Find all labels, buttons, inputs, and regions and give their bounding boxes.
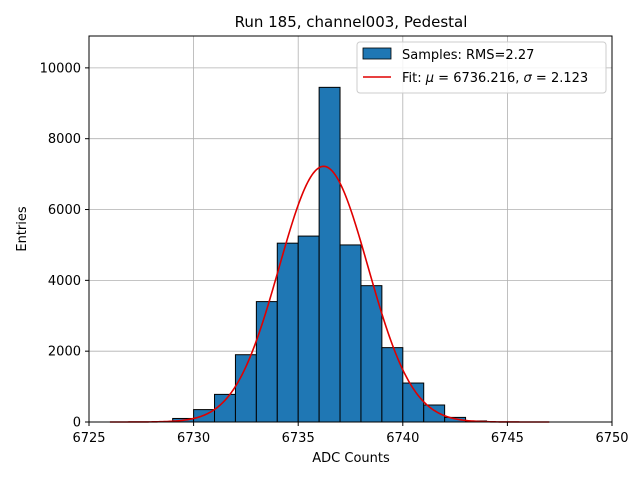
legend-samples-label: Samples: RMS=2.27 [402, 48, 534, 63]
x-tick-label: 6740 [386, 431, 419, 446]
mu-equals: = [434, 71, 453, 86]
histogram-bar [381, 347, 404, 423]
legend-fit-mu: 6736.216 [453, 71, 515, 86]
x-axis-ticks: 6725 6730 6735 6740 6745 6750 [72, 422, 629, 446]
y-tick-label: 2000 [48, 345, 81, 360]
y-tick-label: 8000 [48, 132, 81, 147]
histogram-bar [297, 235, 320, 423]
x-tick-label: 6725 [72, 431, 105, 446]
y-tick-label: 4000 [48, 274, 81, 289]
legend-samples-swatch [362, 47, 392, 60]
y-axis-ticks: 0 2000 4000 6000 8000 10000 [40, 61, 89, 431]
legend-box [356, 41, 607, 94]
histogram-bars [172, 86, 487, 423]
sigma-symbol: σ [524, 71, 533, 86]
histogram-bar [423, 404, 446, 423]
mu-symbol: μ [425, 71, 434, 86]
histogram-bar [255, 301, 278, 423]
legend-fit-separator: , [515, 71, 523, 86]
legend: Samples: RMS=2.27 Fit: μ = 6736.216, σ =… [356, 41, 607, 94]
x-axis-label: ADC Counts [312, 451, 390, 466]
histogram-bar [276, 242, 299, 423]
legend-fit-sigma: 2.123 [551, 71, 588, 86]
legend-fit-label: Fit: μ = 6736.216, σ = 2.123 [402, 71, 588, 86]
y-tick-label: 10000 [40, 61, 81, 76]
plot-frame [88, 35, 613, 423]
y-axis-label: Entries [15, 206, 30, 252]
histogram-bar [318, 86, 341, 423]
gaussian-fit-curve [109, 165, 550, 423]
histogram-bar [214, 393, 236, 423]
x-tick-label: 6750 [595, 431, 628, 446]
chart-title: Run 185, channel003, Pedestal [235, 13, 468, 31]
y-tick-label: 6000 [48, 203, 81, 218]
legend-fit-prefix: Fit: [402, 71, 426, 86]
histogram-bar [339, 244, 362, 423]
y-tick-label: 0 [73, 416, 81, 431]
sigma-equals: = [532, 71, 551, 86]
x-tick-label: 6730 [177, 431, 210, 446]
x-tick-label: 6735 [282, 431, 315, 446]
x-tick-label: 6745 [491, 431, 524, 446]
